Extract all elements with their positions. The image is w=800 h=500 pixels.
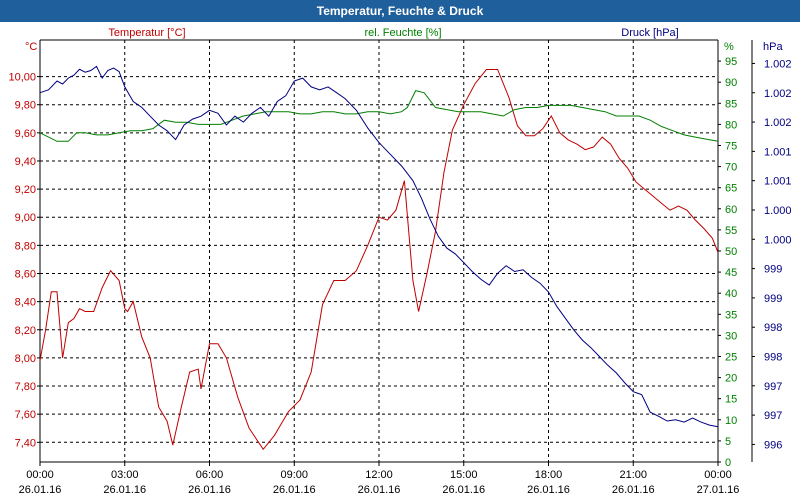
humidity-tick-label: 5 [725,436,731,448]
pressure-tick-label: 1.002 [764,117,792,129]
humidity-tick-label: 70 [725,162,737,174]
axis-labels: 00:00 26.01.16 03:00 26.01.16 06:00 26.01.16 0… [8,27,791,496]
chart: 00:00 26.01.16 03:00 26.01.16 06:00 26.01.16 0… [8,27,791,496]
temperature-tick-label: 9,20 [15,184,36,196]
humidity-tick-label: 10 [725,415,737,427]
temperature-tick-label: 8,80 [15,240,36,252]
humidity-tick-label: 85 [725,98,737,110]
humidity-axis-title: rel. Feuchte [%] [364,27,441,39]
pressure-series-line [39,65,719,428]
temperature-tick-label: 8,20 [15,325,36,337]
humidity-tick-label: 65 [725,183,737,195]
x-tick-label-time: 06:00 [196,469,224,481]
pressure-tick-label: 999 [764,293,782,305]
pressure-tick-label: 1.000 [764,234,792,246]
humidity-tick-label: 15 [725,394,737,406]
temperature-axis-title: Temperatur [°C] [108,27,185,39]
humidity-tick-label: 25 [725,352,737,364]
pressure-tick-label: 1.002 [764,58,792,70]
temperature-tick-label: 10,00 [8,72,36,84]
grid [40,40,718,462]
x-tick-label-time: 03:00 [111,469,139,481]
axes [37,39,755,466]
humidity-series-line [39,90,719,142]
x-tick-label-date: 26.01.16 [273,484,316,496]
temperature-tick-label: 9,00 [15,212,36,224]
humidity-tick-label: 80 [725,119,737,131]
temperature-tick-label: 7,60 [15,409,36,421]
pressure-tick-label: 997 [764,381,782,393]
humidity-tick-label: 90 [725,77,737,89]
humidity-tick-label: 75 [725,141,737,153]
pressure-tick-label: 1.001 [764,176,792,188]
x-tick-label-time: 09:00 [280,469,308,481]
temperature-tick-label: 7,40 [15,437,36,449]
x-tick-label-date: 26.01.16 [442,484,485,496]
humidity-tick-label: 35 [725,309,737,321]
humidity-tick-label: 95 [725,56,737,68]
temperature-tick-label: 8,40 [15,297,36,309]
pressure-tick-label: 1.001 [764,146,792,158]
pressure-tick-label: 1.002 [764,88,792,100]
temperature-unit-label: °C [25,41,37,53]
temperature-series-line [39,69,719,451]
humidity-tick-label: 0 [725,457,731,469]
x-tick-label-date: 26.01.16 [527,484,570,496]
pressure-tick-label: 998 [764,322,782,334]
pressure-tick-label: 999 [764,264,782,276]
x-tick-label-time: 21:00 [619,469,647,481]
temperature-tick-label: 9,80 [15,100,36,112]
x-tick-label-date: 26.01.16 [358,484,401,496]
humidity-tick-label: 20 [725,373,737,385]
x-tick-label-date: 27.01.16 [697,484,740,496]
x-tick-label-time: 12:00 [365,469,393,481]
humidity-tick-label: 60 [725,204,737,216]
temperature-tick-label: 7,80 [15,381,36,393]
temperature-tick-label: 9,60 [15,128,36,140]
x-tick-label-date: 26.01.16 [612,484,655,496]
chart-title: Temperatur, Feuchte & Druck [0,0,800,22]
pressure-axis-title: Druck [hPa] [621,27,678,39]
pressure-tick-label: 1.000 [764,205,792,217]
humidity-unit-label: % [724,41,734,53]
temperature-tick-label: 8,00 [15,353,36,365]
pressure-tick-label: 998 [764,352,782,364]
x-tick-label-time: 00:00 [26,469,54,481]
x-tick-label-date: 26.01.16 [103,484,146,496]
series-lines [39,65,719,451]
humidity-tick-label: 30 [725,330,737,342]
temperature-tick-label: 8,60 [15,269,36,281]
x-tick-label-time: 15:00 [450,469,478,481]
x-tick-label-date: 26.01.16 [188,484,231,496]
humidity-tick-label: 50 [725,246,737,258]
humidity-tick-label: 40 [725,288,737,300]
x-tick-label-time: 00:00 [704,469,732,481]
pressure-tick-label: 996 [764,439,782,451]
pressure-unit-label: hPa [763,41,783,53]
x-tick-label-date: 26.01.16 [19,484,62,496]
pressure-tick-label: 997 [764,410,782,422]
x-tick-label-time: 18:00 [535,469,563,481]
humidity-tick-label: 55 [725,225,737,237]
humidity-tick-label: 45 [725,267,737,279]
temperature-tick-label: 9,40 [15,156,36,168]
